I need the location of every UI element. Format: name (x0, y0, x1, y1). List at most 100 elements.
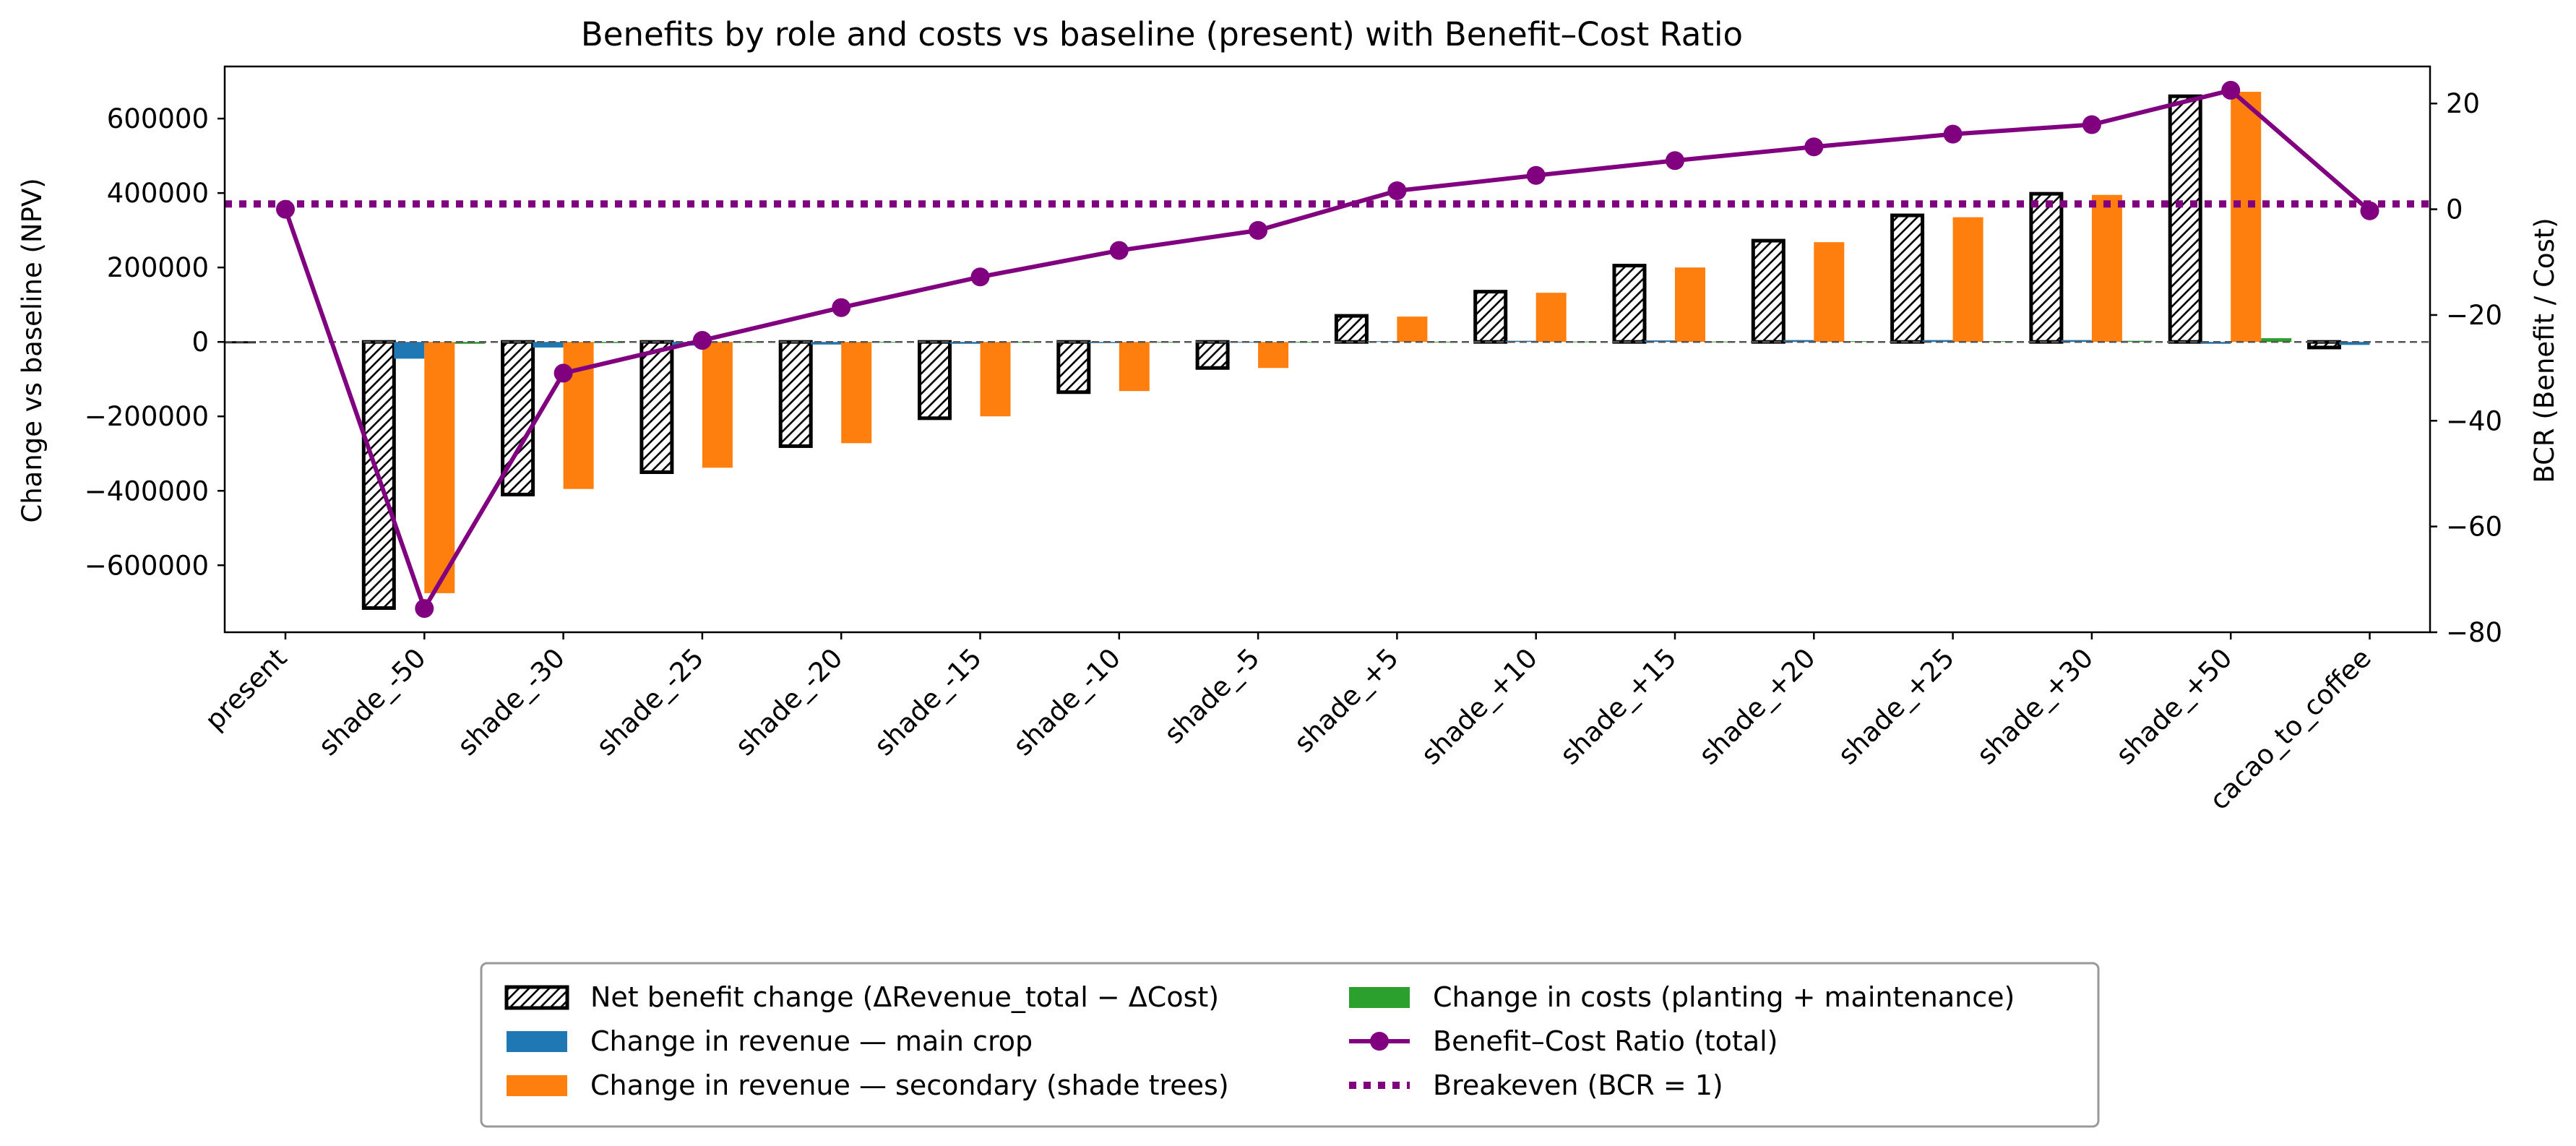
bcr-point-shade-10 (1109, 241, 1129, 260)
bar-net-benefit-change-reven-shade-20 (1751, 238, 1785, 344)
x-tick-label-shade-30: shade_+30 (1971, 642, 2100, 771)
y2-tick-label: 0 (2446, 194, 2463, 225)
bcr-point-cacao-to-coffee (2360, 201, 2379, 220)
bcr-point-present (276, 199, 295, 219)
bcr-point-shade-5 (1249, 220, 1268, 240)
bar-change-in-revenue-main-c-shade-20 (1783, 340, 1814, 342)
bar-change-in-revenue-main-c-shade-25 (1922, 340, 1953, 342)
bcr-point-shade-20 (832, 298, 851, 317)
bcr-point-shade-50 (2221, 80, 2241, 100)
y2-tick-label: 20 (2446, 88, 2480, 119)
x-tick-label-shade-15: shade_+15 (1554, 642, 1683, 771)
x-tick-label-shade-50: shade_+50 (2110, 642, 2239, 771)
chart-title: Benefits by role and costs vs baseline (… (581, 15, 1743, 53)
bar-net-benefit-change-reven-shade-20 (778, 340, 813, 448)
y2-axis-label: BCR (Benefit / Cost) (2529, 217, 2560, 483)
legend-swatch-bcr-marker (1370, 1032, 1389, 1051)
y-tick-label: −600000 (85, 550, 209, 581)
y-tick-label: −200000 (85, 401, 209, 432)
bar-net-benefit-change-reven-shade-50 (2168, 94, 2202, 344)
x-tick-label-present: present (199, 642, 293, 736)
legend-swatch-change-in-revenue-second (507, 1075, 567, 1096)
bcr-point-shade-15 (1666, 151, 1684, 171)
x-tick-label-shade-5: shade_+5 (1288, 642, 1405, 759)
bcr-point-shade-20 (1804, 137, 1824, 157)
bar-change-in-revenue-main-c-cacao-to-coffee (2339, 342, 2370, 345)
bar-net-benefit-change-reven-shade-25 (1890, 213, 1925, 344)
bcr-point-shade-25 (692, 331, 712, 350)
bar-change-in-revenue-second-shade-30 (563, 342, 594, 489)
bar-net-benefit-change-reven-shade-5 (1334, 314, 1369, 344)
bar-change-in-revenue-second-shade-10 (1119, 342, 1150, 392)
bar-net-benefit-change-reven-shade-15 (1612, 264, 1647, 344)
bar-change-in-costs-planting-shade-50 (455, 342, 486, 344)
legend-label-breakeven-bcr-1: Breakeven (BCR = 1) (1433, 1069, 1723, 1101)
x-tick-label-shade-20: shade_-20 (729, 642, 848, 762)
bar-change-in-revenue-second-shade-15 (980, 342, 1011, 417)
bcr-line (283, 87, 2372, 611)
bar-net-benefit-change-reven-shade-10 (1056, 340, 1091, 395)
y2-tick-label: −40 (2446, 405, 2502, 436)
x-tick-label-shade-10: shade_+10 (1415, 642, 1543, 771)
y-tick-label: 600000 (107, 103, 209, 134)
x-tick-label-shade-20: shade_+20 (1693, 642, 1822, 771)
bar-change-in-revenue-second-shade-10 (1535, 293, 1567, 342)
bar-net-benefit-change-reven-shade-10 (1473, 290, 1508, 344)
legend-swatch-change-in-revenue-main-c (507, 1031, 567, 1052)
bar-change-in-revenue-second-shade-5 (1258, 342, 1289, 369)
x-tick-label-shade-10: shade_-10 (1007, 642, 1127, 762)
x-tick-label-shade-25: shade_-25 (590, 642, 710, 762)
y2-tick-label: −20 (2446, 300, 2502, 331)
bcr-point-shade-30 (2082, 115, 2101, 134)
legend-label-net-benefit-change-reven: Net benefit change (ΔRevenue_total − ΔCo… (590, 981, 1219, 1013)
bar-change-in-revenue-second-shade-50 (424, 342, 455, 593)
y-tick-label: 0 (191, 327, 209, 358)
bar-net-benefit-change-reven-shade-30 (2029, 191, 2064, 344)
bar-change-in-revenue-main-c-shade-50 (394, 342, 425, 359)
bcr-point-shade-25 (1943, 124, 1963, 144)
bcr-point-shade-10 (1526, 165, 1546, 185)
y-tick-label: 200000 (107, 252, 209, 283)
bcr-point-shade-5 (1387, 181, 1407, 200)
bar-change-in-revenue-second-shade-20 (841, 342, 872, 444)
y-tick-label: 400000 (107, 178, 209, 209)
bcr-point-shade-30 (553, 363, 573, 383)
x-tick-label-shade-50: shade_-50 (312, 642, 431, 762)
bar-net-benefit-change-reven-shade-25 (639, 340, 674, 474)
bar-change-in-revenue-main-c-shade-30 (2061, 340, 2092, 342)
x-tick-label-shade-30: shade_-30 (452, 642, 571, 762)
legend-swatch-net-benefit-change-reven (504, 985, 569, 1010)
bcr-point-shade-50 (415, 599, 434, 619)
y-axis-label: Change vs baseline (NPV) (17, 178, 48, 522)
y2-tick-label: −80 (2446, 617, 2502, 648)
legend-label-change-in-revenue-main-c: Change in revenue — main crop (590, 1025, 1033, 1057)
x-tick-label-shade-5: shade_-5 (1158, 642, 1266, 750)
legend-label-benefit-cost-ratio-total: Benefit–Cost Ratio (total) (1433, 1025, 1778, 1057)
bar-change-in-revenue-second-shade-15 (1675, 267, 1705, 342)
legend-label-change-in-revenue-second: Change in revenue — secondary (shade tre… (590, 1069, 1229, 1101)
bar-change-in-costs-planting-shade-50 (2261, 338, 2292, 342)
bar-change-in-revenue-second-shade-25 (702, 342, 733, 468)
x-tick-label-shade-15: shade_-15 (869, 642, 988, 762)
bar-change-in-revenue-second-shade-20 (1814, 242, 1845, 342)
bar-change-in-revenue-second-shade-50 (2231, 92, 2262, 342)
legend-swatch-change-in-costs-planting (1349, 987, 1410, 1008)
plot-frame (223, 65, 2431, 634)
y2-tick-label: −60 (2446, 512, 2502, 543)
legend-box (480, 962, 2100, 1128)
legend-label-change-in-costs-planting: Change in costs (planting + maintenance) (1433, 981, 2015, 1013)
x-tick-label-shade-25: shade_+25 (1832, 642, 1960, 771)
bar-change-in-revenue-main-c-shade-20 (811, 342, 842, 345)
bar-change-in-revenue-second-shade-25 (1952, 217, 1983, 342)
bar-change-in-revenue-main-c-shade-15 (949, 342, 981, 344)
bar-net-benefit-change-reven-shade-5 (1195, 340, 1230, 370)
bar-net-benefit-change-reven-shade-15 (918, 340, 952, 421)
bar-change-in-revenue-second-shade-5 (1397, 316, 1428, 342)
bar-change-in-revenue-main-c-shade-30 (533, 342, 564, 348)
bar-change-in-revenue-main-c-shade-50 (2200, 342, 2231, 344)
bar-change-in-revenue-second-shade-30 (2091, 194, 2122, 342)
legend: Net benefit change (ΔRevenue_total − ΔCo… (480, 962, 2100, 1128)
y-tick-label: −400000 (85, 475, 209, 507)
bcr-point-shade-15 (970, 267, 990, 287)
